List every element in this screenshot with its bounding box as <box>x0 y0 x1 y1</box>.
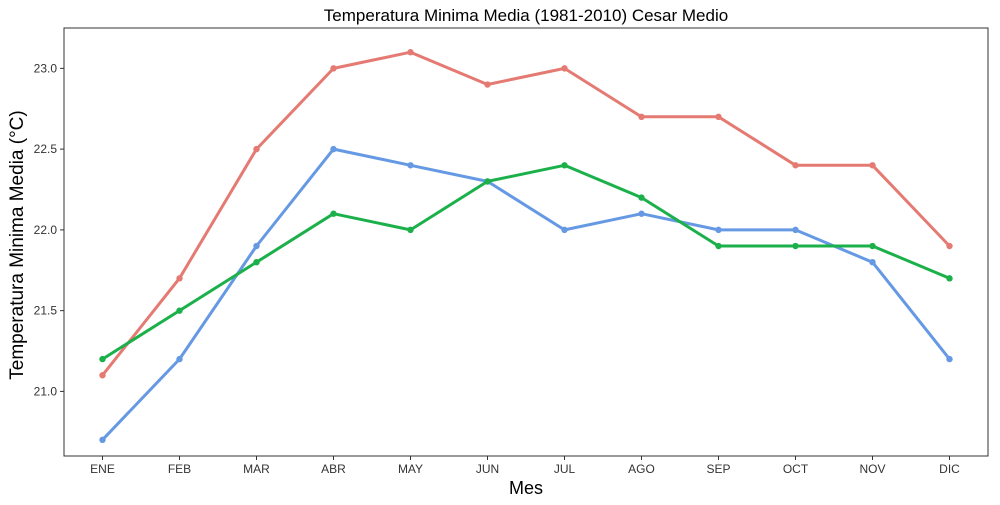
data-point <box>253 145 260 153</box>
data-point <box>484 81 491 88</box>
chart-title: Temperatura Minima Media (1981-2010) Ces… <box>324 6 728 25</box>
data-point <box>946 242 953 250</box>
data-point <box>253 242 260 250</box>
x-tick-label: NOV <box>859 462 885 476</box>
x-tick-label: MAR <box>243 462 270 476</box>
data-point <box>407 226 414 234</box>
y-tick-label: 22.5 <box>34 142 58 156</box>
data-point <box>792 242 799 250</box>
data-point <box>869 162 876 169</box>
data-point <box>99 372 106 379</box>
data-point <box>869 242 876 250</box>
data-point <box>176 355 183 363</box>
y-tick-label: 22.0 <box>34 223 58 237</box>
y-tick-label: 23.0 <box>34 61 58 75</box>
x-tick-label: DIC <box>939 462 960 476</box>
data-point <box>330 145 337 153</box>
series-2 <box>99 145 953 444</box>
x-tick-label: JUN <box>476 462 499 476</box>
data-point <box>407 49 414 56</box>
x-tick-label: JUL <box>554 462 576 476</box>
x-tick-label: ABR <box>321 462 346 476</box>
data-point <box>869 258 876 266</box>
data-point <box>561 65 568 72</box>
data-point <box>330 210 337 217</box>
data-point <box>99 436 106 444</box>
x-tick-label: MAY <box>398 462 423 476</box>
y-tick-label: 21.0 <box>34 384 58 398</box>
data-point <box>715 242 722 250</box>
x-axis: ENE FEB MAR ABR MAY JUN JUL AGO SEP OCT NOV DIC <box>90 456 960 476</box>
data-point <box>407 162 414 169</box>
x-tick-label: SEP <box>706 462 730 476</box>
x-tick-label: AGO <box>628 462 655 476</box>
data-point <box>792 162 799 169</box>
x-axis-label: Mes <box>509 478 543 498</box>
data-point <box>176 275 183 282</box>
y-axis: 21.0 21.5 22.0 22.5 23.0 <box>34 61 64 398</box>
data-point <box>715 226 722 234</box>
data-point <box>715 113 722 121</box>
series-line <box>101 147 951 442</box>
data-point <box>176 307 183 314</box>
data-point <box>484 178 491 185</box>
data-point <box>561 226 568 234</box>
data-point <box>330 65 337 72</box>
data-point <box>946 275 953 282</box>
y-tick-label: 21.5 <box>34 304 58 318</box>
data-point <box>561 162 568 169</box>
series-lines <box>99 49 953 444</box>
series-1 <box>99 49 953 379</box>
x-tick-label: ENE <box>90 462 115 476</box>
x-tick-label: OCT <box>783 462 809 476</box>
data-point <box>946 355 953 363</box>
data-point <box>638 194 645 201</box>
data-point <box>253 258 260 266</box>
x-tick-label: FEB <box>168 462 191 476</box>
series-line <box>101 163 951 361</box>
plot-panel <box>63 27 989 457</box>
data-point <box>638 210 645 217</box>
series-3 <box>99 162 953 363</box>
series-line <box>101 50 951 377</box>
y-axis-label: Temperatura Minima Media (°C) <box>7 110 28 379</box>
data-point <box>99 355 106 363</box>
data-point <box>792 226 799 234</box>
data-point <box>638 113 645 121</box>
